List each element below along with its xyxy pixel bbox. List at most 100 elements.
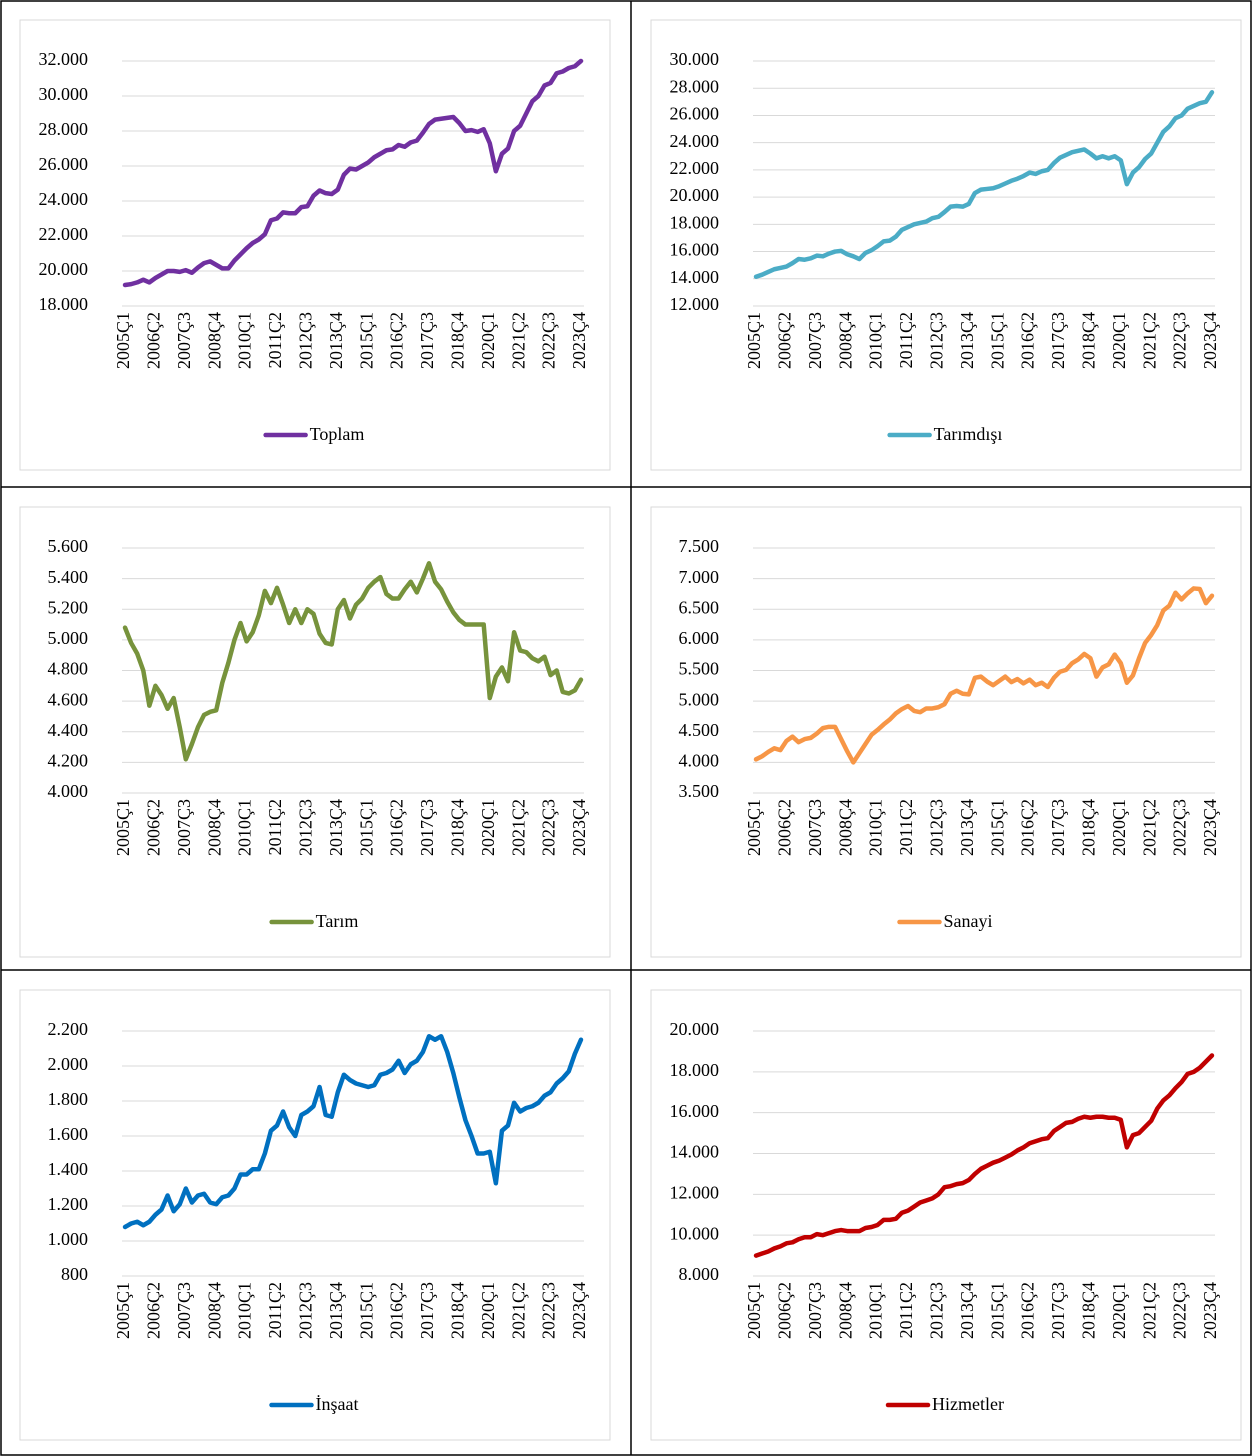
x-tick-label: 2005Ç1	[744, 1282, 764, 1339]
data-line	[122, 561, 584, 762]
x-tick-label: 2012Ç3	[927, 1282, 947, 1339]
x-tick-label: 2007Ç3	[174, 1282, 194, 1339]
x-tick-label: 2016Ç2	[387, 312, 407, 369]
x-tick-label: 2022Ç3	[539, 312, 559, 369]
y-tick-label: 1.800	[48, 1089, 89, 1109]
y-tick-label: 2.000	[48, 1054, 89, 1074]
y-tick-label: 28.000	[39, 119, 89, 139]
x-tick-label: 2012Ç3	[927, 799, 947, 856]
chart: 3.500 4.000 4.500 5.000 5.500 6.000 6.500 7.000…	[650, 506, 1242, 958]
x-tick-label: 2023Ç4	[569, 312, 589, 369]
y-tick-label: 7.500	[679, 536, 720, 556]
y-tick-label: 3.500	[679, 781, 720, 801]
x-tick-label: 2023Ç4	[569, 799, 589, 856]
x-tick-label: 2022Ç3	[539, 1282, 559, 1339]
x-tick-label: 2017Ç3	[417, 1282, 437, 1339]
x-tick-label: 2015Ç1	[356, 312, 376, 369]
y-tick-label: 1.000	[48, 1229, 89, 1249]
x-tick-label: 2020Ç1	[1109, 1282, 1129, 1339]
legend-item: Tarımdışı	[887, 424, 1003, 444]
legend-item: Tarım	[269, 911, 359, 931]
x-tick-label: 2013Ç4	[326, 1282, 346, 1339]
x-tick-label: 2020Ç1	[1109, 312, 1129, 369]
x-tick-label: 2010Ç1	[866, 312, 886, 369]
x-tick-label: 2021Ç2	[508, 799, 528, 856]
x-tick-label: 2018Ç4	[448, 799, 468, 856]
x-tick-label: 2012Ç3	[927, 312, 947, 369]
data-line	[753, 90, 1215, 279]
x-tick-label: 2011Ç2	[265, 799, 285, 855]
chart-frame	[19, 19, 611, 471]
x-tick-label: 2022Ç3	[1170, 799, 1190, 856]
y-tick-label: 4.600	[48, 689, 89, 709]
y-tick-label: 4.000	[48, 781, 89, 801]
legend-item: Hizmetler	[885, 1394, 1004, 1414]
y-tick-label: 1.400	[48, 1159, 89, 1179]
legend-item: Sanayi	[897, 911, 993, 931]
y-tick-label: 4.800	[48, 659, 89, 679]
x-tick-label: 2015Ç1	[987, 312, 1007, 369]
x-tick-label: 2007Ç3	[805, 1282, 825, 1339]
x-tick-label: 2012Ç3	[296, 799, 316, 856]
y-tick-label: 10.000	[670, 1223, 720, 1243]
data-line	[753, 586, 1215, 765]
x-tick-label: 2017Ç3	[417, 799, 437, 856]
x-tick-label: 2020Ç1	[1109, 799, 1129, 856]
x-tick-label: 2015Ç1	[987, 799, 1007, 856]
x-tick-label: 2008Ç4	[835, 799, 855, 856]
x-tick-label: 2021Ç2	[1139, 799, 1159, 856]
x-tick-label: 2020Ç1	[478, 1282, 498, 1339]
y-tick-label: 20.000	[39, 259, 89, 279]
x-tick-label: 2010Ç1	[235, 312, 255, 369]
legend-label: İnşaat	[316, 1394, 359, 1414]
y-tick-label: 20.000	[670, 1019, 720, 1039]
x-tick-label: 2010Ç1	[235, 1282, 255, 1339]
x-tick-label: 2012Ç3	[296, 312, 316, 369]
x-tick-label: 2013Ç4	[326, 312, 346, 369]
y-tick-label: 18.000	[670, 212, 720, 232]
x-tick-label: 2021Ç2	[1139, 1282, 1159, 1339]
chart-frame	[650, 989, 1242, 1441]
x-tick-label: 2018Ç4	[448, 1282, 468, 1339]
y-tick-label: 4.500	[679, 720, 720, 740]
x-tick-label: 2015Ç1	[356, 1282, 376, 1339]
x-tick-label: 2008Ç4	[204, 799, 224, 856]
x-tick-label: 2007Ç3	[174, 799, 194, 856]
y-tick-label: 24.000	[670, 131, 720, 151]
legend-label: Tarım	[316, 911, 359, 931]
y-tick-label: 1.600	[48, 1124, 89, 1144]
x-tick-label: 2008Ç4	[204, 312, 224, 369]
y-tick-label: 5.400	[48, 567, 89, 587]
y-tick-label: 800	[61, 1264, 88, 1284]
y-tick-label: 4.400	[48, 720, 89, 740]
y-tick-label: 5.600	[48, 536, 89, 556]
x-tick-label: 2018Ç4	[1079, 799, 1099, 856]
y-tick-label: 28.000	[670, 76, 720, 96]
y-tick-label: 22.000	[39, 224, 89, 244]
legend-label: Tarımdışı	[934, 424, 1003, 444]
x-tick-label: 2018Ç4	[1079, 312, 1099, 369]
y-tick-label: 20.000	[670, 185, 720, 205]
x-tick-label: 2016Ç2	[387, 799, 407, 856]
legend-item: İnşaat	[269, 1394, 359, 1414]
y-tick-label: 1.200	[48, 1194, 89, 1214]
x-tick-label: 2017Ç3	[1048, 1282, 1068, 1339]
chart: 18.000 20.000 22.000 24.000 26.000 28.000 30.0…	[19, 19, 611, 471]
y-tick-label: 16.000	[670, 1101, 720, 1121]
x-tick-label: 2005Ç1	[744, 312, 764, 369]
x-tick-label: 2006Ç2	[144, 1282, 164, 1339]
x-tick-label: 2008Ç4	[835, 1282, 855, 1339]
y-tick-label: 18.000	[670, 1060, 720, 1080]
x-tick-label: 2006Ç2	[144, 799, 164, 856]
x-tick-label: 2011Ç2	[896, 799, 916, 855]
x-tick-label: 2006Ç2	[775, 799, 795, 856]
data-line	[122, 58, 584, 288]
x-tick-label: 2023Ç4	[569, 1282, 589, 1339]
x-tick-label: 2010Ç1	[235, 799, 255, 856]
y-tick-label: 14.000	[670, 1142, 720, 1162]
x-tick-label: 2011Ç2	[896, 312, 916, 368]
x-tick-label: 2005Ç1	[113, 312, 133, 369]
x-tick-label: 2011Ç2	[265, 312, 285, 368]
x-tick-label: 2013Ç4	[957, 1282, 977, 1339]
